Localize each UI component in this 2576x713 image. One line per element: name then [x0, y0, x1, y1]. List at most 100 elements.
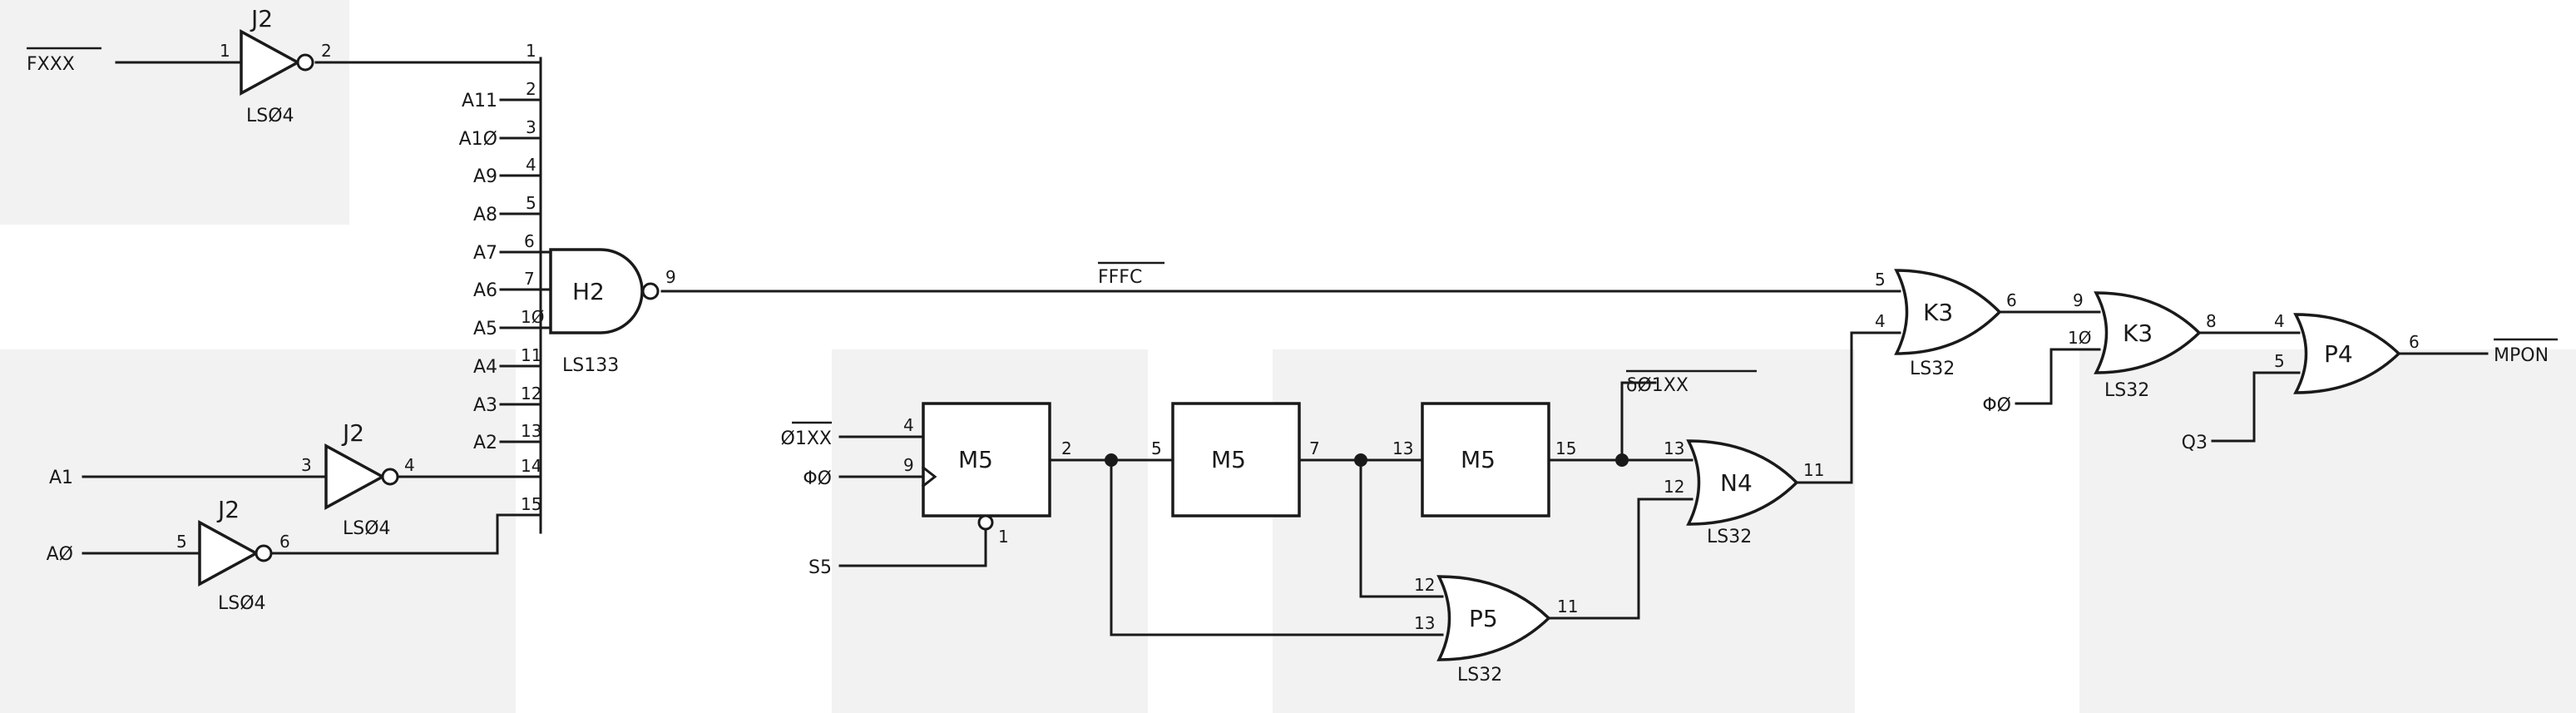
- part-number: LS32: [1910, 359, 1955, 379]
- signal-a0: AØ: [47, 544, 73, 565]
- chip-ref: P5: [1469, 605, 1498, 632]
- pin-number: 12: [1664, 477, 1684, 497]
- pin-number: 11: [1557, 597, 1578, 616]
- h2-pin: 11: [521, 345, 541, 365]
- pin-number: 4: [2274, 311, 2285, 331]
- pin-number: 15: [1555, 438, 1576, 458]
- pin-number: 9: [903, 455, 914, 475]
- pin-number: 11: [1803, 460, 1824, 480]
- pin-number: 4: [1875, 311, 1886, 331]
- h2-pin: 5: [526, 193, 536, 213]
- pin-number: 4: [903, 415, 914, 435]
- pin-number: 4: [404, 455, 415, 475]
- signal-fxxx: FXXX: [27, 54, 75, 75]
- pin-number: 13: [1664, 438, 1684, 458]
- signal-a6: A6: [473, 280, 497, 301]
- pin-number: 13: [1392, 438, 1413, 458]
- or-gate-p5: [1436, 575, 1551, 661]
- pin-number: 2: [321, 41, 332, 61]
- box-m5b: [1171, 402, 1301, 517]
- signal-a7: A7: [473, 243, 497, 264]
- pin-number: 1: [220, 41, 230, 61]
- chip-ref: J2: [341, 419, 364, 447]
- chip-ref: K3: [1923, 299, 1953, 326]
- pin-number: 5: [176, 532, 187, 552]
- h2-pin: 7: [524, 269, 535, 289]
- junction-dot: [1105, 453, 1118, 467]
- pin-number: 1: [998, 527, 1009, 547]
- signal-s5: S5: [808, 557, 832, 578]
- h2-pin: 1: [526, 41, 536, 61]
- signal-01xx-out: δØ1XX: [1626, 375, 1688, 396]
- part-number: LSØ4: [343, 518, 391, 539]
- chip-ref: K3: [2123, 319, 2153, 347]
- junction-dot: [1615, 453, 1629, 467]
- pin-number: 13: [1414, 613, 1435, 633]
- chip-ref: J2: [250, 5, 273, 32]
- pin-number: 3: [301, 455, 312, 475]
- signal-a3: A3: [473, 395, 497, 416]
- h2-pin: 6: [524, 231, 535, 251]
- signal-phi0-k3: ΦØ: [1982, 395, 2011, 416]
- signal-a11: A11: [462, 91, 497, 111]
- signal-a10: A1Ø: [459, 129, 497, 150]
- signal-a4: A4: [473, 357, 497, 378]
- part-number: LS32: [1457, 665, 1502, 686]
- part-number: LS32: [2104, 380, 2149, 401]
- signal-q3: Q3: [2182, 433, 2208, 453]
- h2-pin: 1Ø: [521, 307, 544, 327]
- pin-number: 9: [665, 267, 676, 287]
- part-number: LS133: [562, 355, 619, 376]
- inverter-j2-bot: [198, 520, 273, 587]
- pin-number: 9: [2073, 290, 2084, 310]
- box-m5c: [1421, 402, 1550, 517]
- pin-number: 2: [1061, 438, 1072, 458]
- h2-pin: 14: [521, 456, 541, 476]
- signal-a2: A2: [473, 433, 497, 453]
- chip-ref: J2: [216, 496, 240, 523]
- inverter-j2-top: [240, 29, 314, 96]
- part-number: LSØ4: [218, 593, 266, 614]
- part-number: LS32: [1707, 527, 1752, 547]
- or-gate-k3b: [2094, 291, 2202, 374]
- nand-gate-h2: [549, 248, 660, 334]
- signal-a1: A1: [49, 468, 73, 488]
- h2-pin: 3: [526, 117, 536, 137]
- inverter-j2-mid: [324, 443, 399, 510]
- chip-ref: M5: [1461, 446, 1496, 473]
- pin-number: 6: [2006, 290, 2017, 310]
- pin-number: 8: [2206, 311, 2217, 331]
- h2-pin: 12: [521, 384, 541, 404]
- pin-number: 6: [279, 532, 290, 552]
- or-gate-n4: [1686, 439, 1799, 526]
- signal-01xx-in: Ø1XX: [781, 428, 832, 449]
- pin-number: 6: [2409, 332, 2420, 352]
- signal-a5: A5: [473, 319, 497, 339]
- pin-number: 12: [1414, 575, 1435, 595]
- or-gate-p4: [2293, 313, 2401, 394]
- or-gate-k3a: [1894, 269, 2002, 355]
- chip-ref: P4: [2324, 340, 2353, 368]
- flipflop-m5a: [921, 402, 1051, 531]
- h2-pin: 13: [521, 421, 541, 441]
- pin-number: 5: [1875, 270, 1886, 290]
- signal-a8: A8: [473, 205, 497, 225]
- chip-ref: M5: [1211, 446, 1246, 473]
- signal-fffc: FFFC: [1098, 267, 1142, 288]
- pin-number: 5: [1151, 438, 1162, 458]
- pin-number: 5: [2274, 351, 2285, 371]
- h2-pin: 4: [526, 155, 536, 175]
- signal-phi0-m5: ΦØ: [803, 468, 832, 489]
- h2-pin: 15: [521, 494, 541, 514]
- h2-pin: 2: [526, 79, 536, 99]
- chip-ref: H2: [572, 278, 605, 305]
- pin-number: 7: [1309, 438, 1320, 458]
- part-number: LSØ4: [246, 106, 294, 126]
- chip-ref: N4: [1720, 469, 1753, 497]
- signal-a9: A9: [473, 166, 497, 187]
- junction-dot: [1354, 453, 1367, 467]
- pin-number: 1Ø: [2068, 328, 2091, 348]
- chip-ref: M5: [958, 446, 993, 473]
